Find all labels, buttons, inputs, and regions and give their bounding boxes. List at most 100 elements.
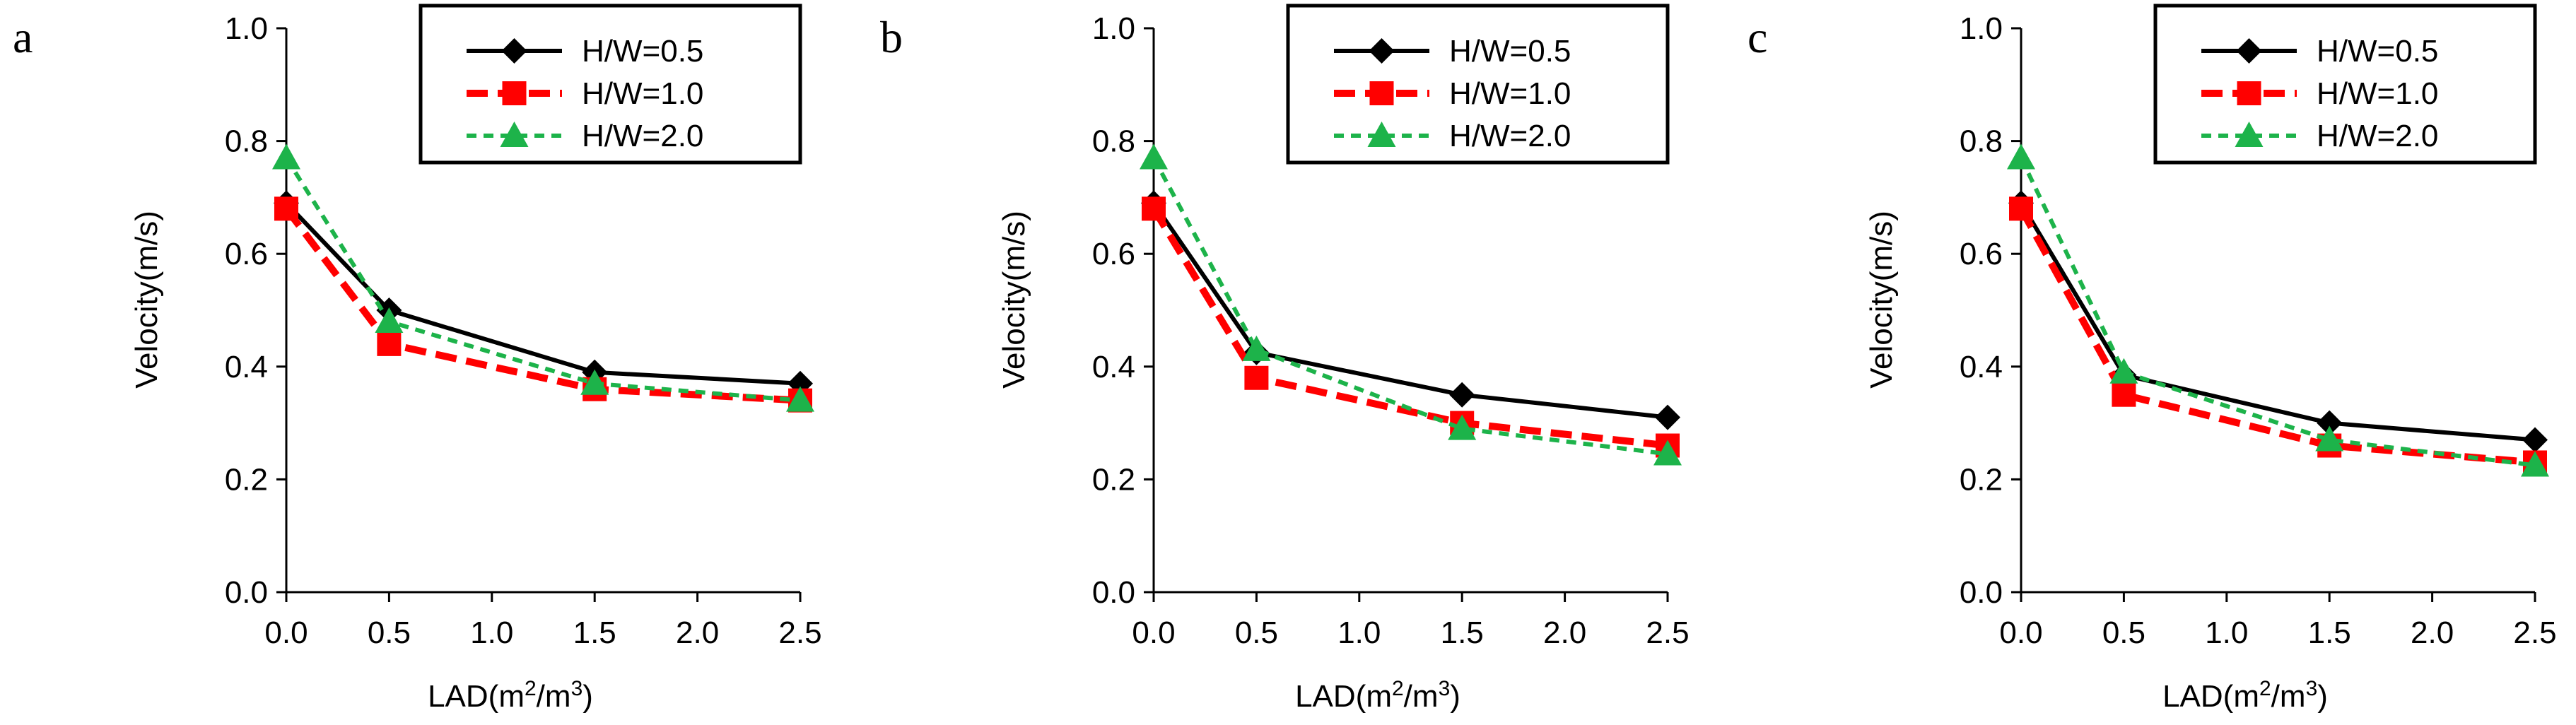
x-tick-label-c-4: 2.0: [2411, 615, 2454, 650]
legend-marker-b-1: [1369, 81, 1394, 105]
legend-marker-c-1: [2237, 81, 2261, 105]
data-point-b-2-0: [1140, 143, 1168, 170]
y-tick-label-c-4: 0.8: [1960, 124, 2003, 159]
y-tick-label-c-5: 1.0: [1960, 11, 2003, 46]
data-point-b-2-3: [1653, 440, 1682, 466]
x-tick-label-b-5: 2.5: [1646, 615, 1689, 650]
panel-letter-a: a: [13, 12, 33, 62]
data-point-b-0-3: [1655, 404, 1680, 430]
panel-letter-b: b: [880, 12, 903, 62]
data-point-b-0-2: [1449, 382, 1475, 408]
x-tick-label-b-2: 1.0: [1337, 615, 1381, 650]
legend-marker-a-2: [500, 122, 529, 147]
data-point-c-0-3: [2522, 427, 2548, 453]
series-line-c-1: [2018, 206, 2536, 466]
panel-letter-c: c: [1747, 12, 1767, 62]
legend-marker-c-0: [2236, 38, 2262, 64]
y-tick-label-b-4: 0.8: [1092, 124, 1135, 159]
legend-label-c-0: H/W=0.5: [2317, 34, 2438, 69]
legend-label-b-2: H/W=2.0: [1449, 119, 1571, 153]
legend-marker-b-0: [1369, 38, 1395, 64]
plot-area-b: 0.0 0.2 0.4 0.6 0.8 1.0 0.0 0.5 1.0 1.5 2.0 2.5 H/W=…: [1092, 4, 1690, 650]
data-point-a-2-0: [272, 143, 300, 170]
y-tick-label-a-3: 0.6: [225, 237, 268, 271]
data-point-c-2-0: [2007, 143, 2035, 170]
legend-label-b-1: H/W=1.0: [1449, 76, 1571, 111]
data-point-a-2-3: [786, 386, 814, 412]
x-axis-title-b: LAD(m2/m3): [1295, 677, 1460, 714]
x-tick-label-a-0: 0.0: [264, 615, 308, 650]
legend-marker-c-2: [2235, 122, 2264, 147]
panel-a: a Velocity(m/s) LAD(m2/m3) 0.00.20.40.60…: [13, 4, 822, 714]
series-line-c-0: [2019, 201, 2536, 442]
y-tick-label-a-1: 0.2: [225, 462, 268, 497]
data-point-c-2-2: [2315, 425, 2344, 452]
plot-area-a: 0.0 0.2 0.4 0.6 0.8 1.0 0.0 0.5 1.0 1.5 2.0 2.5 H/W=…: [225, 4, 822, 650]
x-tick-label-b-3: 1.5: [1441, 615, 1484, 650]
data-point-c-2-3: [2521, 451, 2549, 477]
y-tick-label-b-3: 0.6: [1092, 237, 1135, 271]
data-point-c-1-0: [2009, 196, 2033, 221]
legend-label-a-2: H/W=2.0: [582, 119, 703, 153]
y-axis-title-b: Velocity(m/s): [997, 211, 1031, 389]
legend-label-a-1: H/W=1.0: [582, 76, 703, 111]
series-line-b-1: [1150, 206, 1668, 449]
series-line-a-1: [283, 206, 801, 404]
plot-area-c: 0.0 0.2 0.4 0.6 0.8 1.0 0.0 0.5 1.0 1.5 2.0 2.5 H/W=…: [1960, 4, 2557, 650]
data-point-b-2-2: [1448, 414, 1477, 440]
y-tick-label-b-5: 1.0: [1092, 11, 1135, 46]
series-line-b-0: [1152, 201, 1668, 420]
y-tick-label-b-0: 0.0: [1092, 575, 1135, 610]
data-point-c-1-1: [2112, 382, 2136, 407]
x-tick-label-b-0: 0.0: [1132, 615, 1175, 650]
series-line-c-2: [2019, 157, 2536, 468]
y-tick-label-a-2: 0.4: [225, 350, 268, 384]
x-tick-label-c-3: 1.5: [2308, 615, 2351, 650]
y-tick-label-c-2: 0.4: [1960, 350, 2003, 384]
y-tick-label-a-5: 1.0: [225, 11, 268, 46]
x-axis-title-a: LAD(m2/m3): [428, 677, 593, 714]
y-tick-label-a-4: 0.8: [225, 124, 268, 159]
y-axis-title-a: Velocity(m/s): [129, 211, 164, 389]
x-tick-label-a-3: 1.5: [573, 615, 616, 650]
legend-label-c-2: H/W=2.0: [2317, 119, 2438, 153]
series-line-a-2: [284, 156, 801, 403]
legend-marker-a-1: [502, 81, 527, 105]
data-point-c-0-2: [2317, 410, 2343, 436]
legend-marker-a-0: [501, 38, 527, 64]
data-point-b-2-1: [1242, 335, 1271, 361]
x-tick-label-b-4: 2.0: [1543, 615, 1586, 650]
x-tick-label-c-5: 2.5: [2513, 615, 2556, 650]
x-tick-label-a-2: 1.0: [470, 615, 513, 650]
data-point-a-1-0: [274, 196, 298, 221]
data-point-a-2-2: [580, 369, 609, 395]
y-tick-label-a-0: 0.0: [225, 575, 268, 610]
series-line-a-0: [284, 201, 801, 386]
x-tick-label-b-1: 0.5: [1235, 615, 1278, 650]
x-tick-label-c-2: 1.0: [2205, 615, 2248, 650]
legend-label-a-0: H/W=0.5: [582, 34, 703, 69]
y-tick-label-c-1: 0.2: [1960, 462, 2003, 497]
x-tick-label-c-1: 0.5: [2102, 615, 2145, 650]
data-point-b-1-1: [1244, 365, 1269, 390]
y-tick-label-c-3: 0.6: [1960, 237, 2003, 271]
data-point-c-2-1: [2109, 358, 2138, 384]
legend-label-b-0: H/W=0.5: [1449, 34, 1571, 69]
series-line-b-2: [1152, 157, 1668, 456]
x-tick-label-c-0: 0.0: [1999, 615, 2042, 650]
y-tick-label-c-0: 0.0: [1960, 575, 2003, 610]
y-axis-title-c: Velocity(m/s): [1864, 211, 1899, 389]
y-tick-label-b-2: 0.4: [1092, 350, 1135, 384]
x-tick-label-a-4: 2.0: [676, 615, 719, 650]
legend-marker-b-2: [1367, 122, 1396, 147]
data-point-b-1-0: [1142, 196, 1166, 221]
panel-b: b Velocity(m/s) LAD(m2/m3) 0.00.20.40.60…: [880, 4, 1690, 714]
y-tick-label-b-1: 0.2: [1092, 462, 1135, 497]
x-axis-title-c: LAD(m2/m3): [2162, 677, 2328, 714]
x-tick-label-a-5: 2.5: [778, 615, 821, 650]
data-point-a-1-1: [377, 331, 402, 356]
panel-c: c Velocity(m/s) LAD(m2/m3) 0.00.20.40.60…: [1747, 4, 2557, 714]
x-tick-label-a-1: 0.5: [368, 615, 411, 650]
data-point-a-2-1: [375, 307, 404, 333]
